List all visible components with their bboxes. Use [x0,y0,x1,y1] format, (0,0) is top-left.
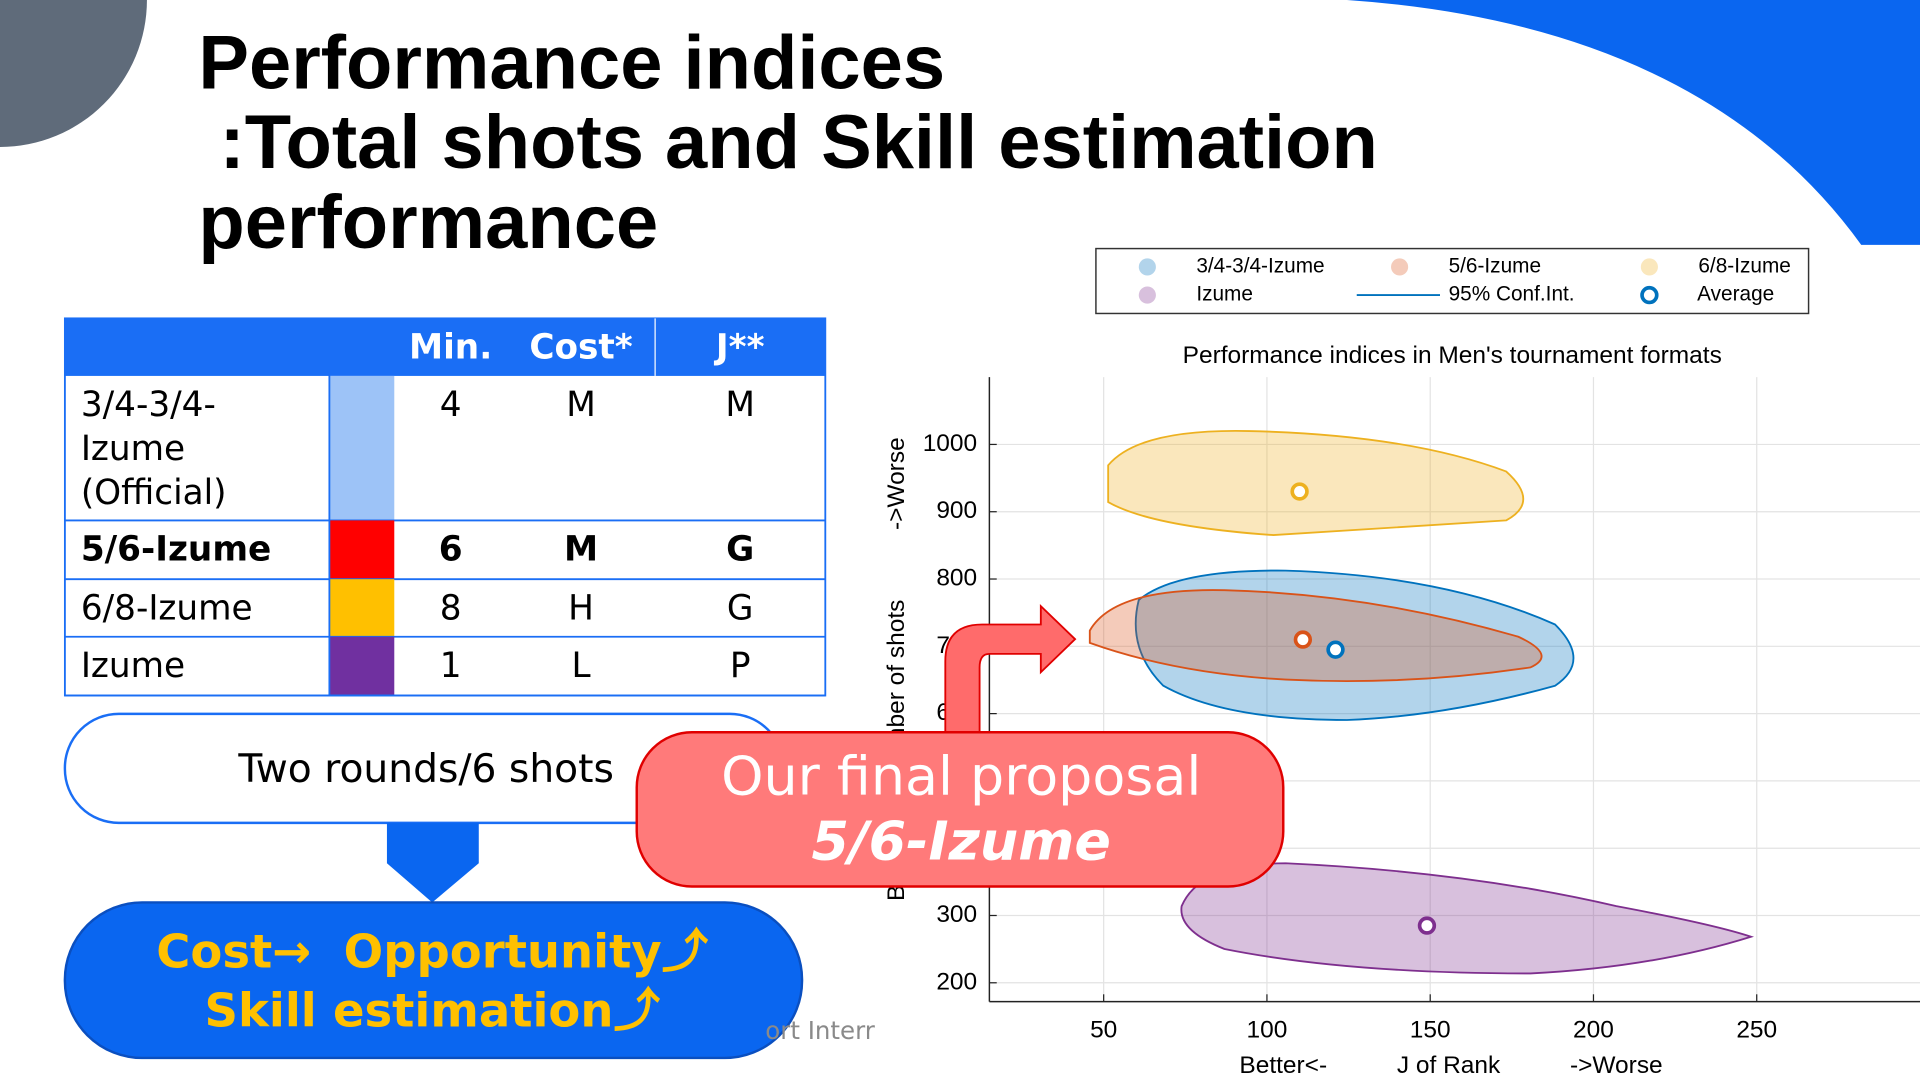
cell: 8 [440,588,462,628]
legend-marker [1640,285,1659,305]
cell: 1 [440,646,462,686]
legend-label: Izume [1196,283,1253,306]
legend-marker [1138,286,1156,304]
x-axis-label: Better<- [1239,1052,1327,1079]
row-name: (Official) [81,473,227,513]
legend-label: 3/4-3/4-Izume [1196,254,1324,277]
row-color [329,636,395,696]
result-text: Skill estimation⤴ [204,983,660,1037]
row-name: 6/8-Izume [81,588,253,628]
x-tick-label: 100 [1247,1016,1288,1043]
title-line: performance [198,180,658,265]
chart-title: Performance indices in Men's tournament … [1183,342,1722,369]
cell: M [725,385,755,425]
legend-label: 6/8-Izume [1698,254,1790,277]
title-line: Performance indices [198,21,945,106]
cell: M [566,385,596,425]
legend-marker [1138,258,1156,276]
average-point [1290,482,1309,501]
result-text: Cost→ Opportunity⤴ [156,925,708,979]
y-tick-label: 300 [936,901,977,928]
x-tick-label: 150 [1410,1016,1451,1043]
header-cell: Cost* [529,327,632,367]
header-cell: Min. [409,327,492,367]
title: Performance indices :Total shots and Ski… [198,21,1378,265]
legend-label: 95% Conf.Int. [1449,283,1575,306]
cell: L [571,646,590,686]
cell: G [727,588,754,628]
cell: P [730,646,751,686]
x-axis-label: ->Worse [1570,1052,1663,1079]
legend-box [1095,247,1810,315]
x-axis-label: J of Rank [1397,1052,1501,1079]
cell: 4 [440,385,462,425]
table: Min. Cost* J**3/4-3/4-Izume(Official)4 M M5/… [63,317,827,697]
average-point [1293,630,1313,649]
corner-decoration [1346,0,1920,245]
region-izume [1180,862,1755,975]
row-name: Izume [81,429,185,469]
row-color [329,520,395,580]
region-6-8 [1107,429,1524,537]
row-color [329,375,395,521]
callout: Our final proposal 5/6-Izume [635,603,1285,888]
chart: Performance indices in Men's tournament … [883,247,1920,1079]
row-color [329,579,395,637]
y-tick-label: 200 [936,968,977,995]
header-cell: J** [714,327,765,367]
cell: G [726,530,754,570]
legend-label: Average [1697,283,1774,306]
table-header [64,318,826,376]
x-tick-label: 250 [1736,1016,1777,1043]
footer-text: ort Interr [765,1016,875,1045]
legend-label: 5/6-Izume [1449,254,1541,277]
confidence-regions [1088,429,1755,975]
x-tick-label: 50 [1090,1016,1117,1043]
title-line: :Total shots and Skill estimation [198,100,1378,185]
condition-text: Two rounds/6 shots [237,747,614,792]
corner-decoration [0,0,147,147]
callout-text: Our final proposal [721,745,1201,808]
callout-text: 5/6-Izume [812,810,1111,873]
row-name: 5/6-Izume [81,530,271,570]
flow-arrow [386,822,479,903]
cell: 6 [439,530,463,570]
x-tick-label: 200 [1573,1016,1614,1043]
legend-marker [1391,258,1409,276]
region-3-4 [1134,569,1575,721]
callout-box [635,731,1285,888]
y-axis-label: ->Worse [883,437,910,530]
cell: M [564,530,598,570]
y-tick-label: 1000 [923,430,977,457]
row-name: 3/4-3/4- [81,385,216,425]
average-point [1326,640,1345,659]
y-tick-label: 900 [936,497,977,524]
table-border [63,317,827,697]
row-name: Izume [81,646,185,686]
y-tick-label: 800 [936,564,977,591]
legend-marker [1640,258,1658,276]
region-5-6 [1088,589,1543,683]
average-point [1417,916,1437,935]
cell: H [568,588,594,628]
callout-arrow [944,603,1077,748]
result-box [63,901,804,1060]
